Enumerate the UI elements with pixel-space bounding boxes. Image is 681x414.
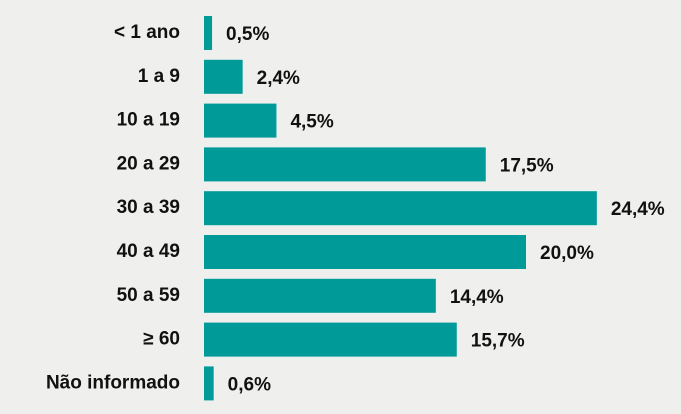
value-label: 14,4% xyxy=(450,287,504,308)
value-label: 4,5% xyxy=(290,112,333,133)
category-label: < 1 ano xyxy=(114,22,180,43)
bar xyxy=(204,103,277,138)
bar xyxy=(204,278,436,313)
bar xyxy=(204,191,597,226)
value-label: 2,4% xyxy=(257,68,300,89)
bar xyxy=(204,147,486,182)
value-label: 20,0% xyxy=(540,243,594,264)
bar xyxy=(204,366,214,401)
bar xyxy=(204,16,213,50)
value-label: 15,7% xyxy=(471,331,525,352)
value-label: 0,6% xyxy=(228,374,271,395)
bar xyxy=(204,59,243,94)
category-label: 30 a 39 xyxy=(117,197,180,218)
category-label: ≥ 60 xyxy=(143,329,180,350)
category-label: 20 a 29 xyxy=(117,153,180,174)
category-label: 10 a 19 xyxy=(117,110,180,131)
value-label: 0,5% xyxy=(226,24,269,45)
category-label: 40 a 49 xyxy=(117,241,180,262)
bar xyxy=(204,322,457,357)
bar xyxy=(204,235,526,269)
value-label: 17,5% xyxy=(500,155,554,176)
value-label: 24,4% xyxy=(611,199,665,220)
category-label: Não informado xyxy=(46,372,180,393)
category-label: 50 a 59 xyxy=(117,285,180,306)
category-label: 1 a 9 xyxy=(138,66,180,87)
